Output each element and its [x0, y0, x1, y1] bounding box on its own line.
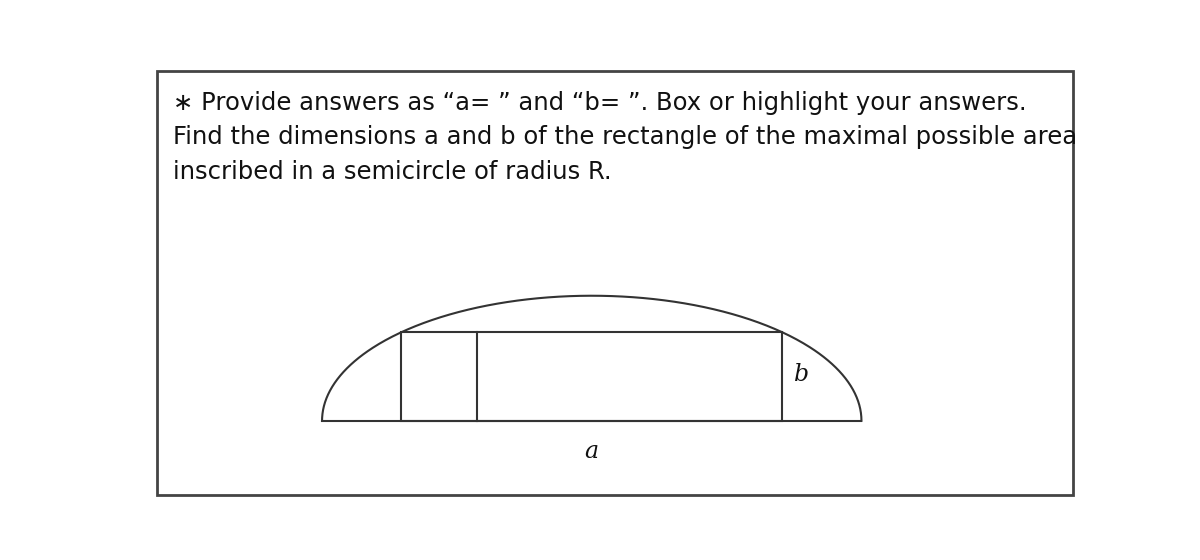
Text: a: a — [584, 440, 599, 463]
Text: ∗ Provide answers as “a= ” and “b= ”. Box or highlight your answers.: ∗ Provide answers as “a= ” and “b= ”. Bo… — [173, 91, 1027, 115]
Text: b: b — [793, 363, 809, 386]
Text: Find the dimensions a and b of the rectangle of the maximal possible area: Find the dimensions a and b of the recta… — [173, 125, 1078, 150]
Text: inscribed in a semicircle of radius R.: inscribed in a semicircle of radius R. — [173, 160, 612, 184]
Bar — [401, 333, 782, 421]
